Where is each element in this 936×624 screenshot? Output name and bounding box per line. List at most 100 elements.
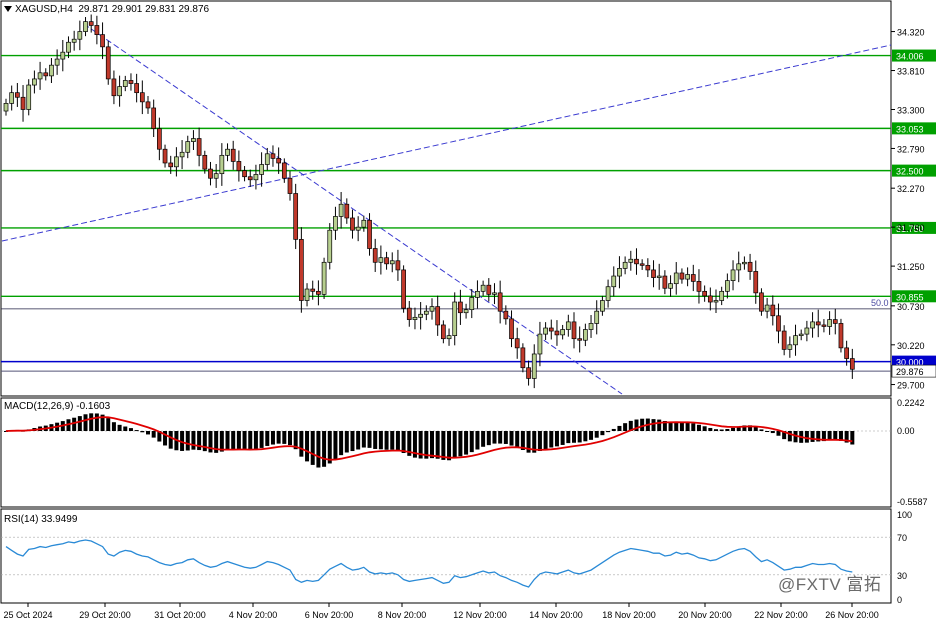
macd-bar	[94, 413, 99, 431]
macd-bar	[310, 431, 315, 465]
macd-label-value: -0.1603	[76, 401, 111, 412]
time-tick-label: 29 Oct 20:00	[79, 610, 131, 620]
candle-body	[66, 41, 71, 53]
candle-body	[88, 21, 94, 26]
candle-body	[821, 324, 827, 327]
candle-body	[185, 141, 191, 153]
macd-bar	[486, 431, 491, 446]
candle-body	[310, 288, 316, 292]
macd-bar	[503, 431, 508, 444]
macd-bar	[322, 431, 327, 467]
candle-body	[571, 321, 577, 340]
macd-bar	[350, 431, 355, 452]
candle-body	[54, 58, 60, 66]
candle-body	[276, 158, 281, 164]
macd-bar	[793, 431, 798, 443]
macd-bar	[265, 431, 270, 446]
candle-body	[202, 154, 208, 170]
candle-body	[395, 260, 401, 271]
candle-body	[844, 347, 849, 359]
level-badge	[892, 221, 936, 234]
macd-bar	[373, 431, 378, 449]
price-tick-label: 29.700	[897, 381, 925, 391]
macd-axis-label: -0.5587	[897, 497, 928, 507]
macd-bar	[759, 429, 764, 431]
macd-bar	[146, 431, 150, 435]
macd-bar	[719, 429, 724, 431]
candle-body	[747, 261, 753, 272]
candle-body	[423, 310, 429, 315]
time-tick-label: 31 Oct 20:00	[154, 610, 206, 620]
macd-bar	[572, 431, 576, 443]
macd-bar	[526, 431, 531, 453]
macd-bar	[202, 431, 207, 452]
macd-bar	[708, 427, 713, 431]
macd-bar	[498, 431, 503, 444]
rsi-axis-label: 70	[897, 533, 907, 543]
time-tick-label: 22 Nov 20:00	[754, 610, 808, 620]
macd-bar	[736, 426, 741, 431]
candle-body	[168, 162, 174, 168]
macd-bar	[424, 431, 429, 459]
candle-body	[560, 329, 565, 336]
price-tick-label: 34.320	[897, 28, 925, 38]
panel-frames	[0, 0, 892, 604]
macd-bar	[339, 431, 344, 456]
candle-body	[798, 333, 804, 336]
candle-body	[645, 265, 651, 271]
candle-body	[26, 84, 32, 110]
macd-bar	[214, 431, 219, 453]
macd-bar	[714, 429, 718, 431]
price-tick-label: 33.300	[897, 105, 925, 115]
candle-body	[634, 258, 639, 265]
candle-body	[287, 177, 293, 194]
candle-body	[236, 161, 242, 171]
macd-bar	[589, 431, 594, 440]
macd-histogram: 0.2242 0.00 -0.5587	[1, 398, 928, 507]
axes: 34.320 33.810 33.300 32.790 32.270 31.760 31.2…	[3, 28, 924, 620]
macd-bar	[367, 431, 372, 448]
candle-body	[707, 295, 713, 303]
candle-body	[321, 261, 327, 295]
candle-body	[446, 335, 452, 340]
candle-body	[83, 21, 88, 32]
collapse-triangle-icon[interactable]	[4, 6, 12, 13]
candle-body	[213, 173, 219, 179]
time-tick-label: 18 Nov 20:00	[602, 610, 656, 620]
macd-bar	[850, 431, 855, 445]
macd-bar	[225, 431, 230, 450]
macd-label-name: MACD(12,26,9)	[4, 401, 74, 412]
time-tick-label: 20 Nov 20:00	[678, 610, 732, 620]
candle-body	[588, 323, 594, 330]
candle-body	[60, 51, 66, 60]
candle-body	[628, 258, 634, 263]
macd-bar	[282, 431, 287, 444]
candle-body	[543, 327, 548, 335]
macd-bar	[106, 418, 111, 431]
time-tick-label: 6 Nov 20:00	[305, 610, 354, 620]
candle-body	[49, 64, 54, 77]
candle-body	[247, 176, 253, 181]
candle-body	[378, 257, 384, 263]
symbol-label: XAGUSD,H4	[15, 4, 73, 15]
candle-body	[299, 239, 304, 301]
macd-bar	[606, 431, 611, 433]
level-label: 31.750	[896, 224, 924, 234]
candle-body	[475, 290, 480, 298]
candle-body	[281, 162, 287, 179]
macd-bar	[651, 419, 656, 431]
rsi-line	[5, 539, 853, 588]
macd-bar	[753, 426, 758, 431]
macd-bar	[4, 431, 8, 432]
macd-bar	[134, 430, 139, 432]
macd-bar	[696, 424, 701, 431]
candle-body	[111, 78, 117, 97]
candle-body	[486, 284, 492, 295]
candle-body	[554, 330, 560, 336]
candle-body	[219, 154, 225, 175]
rsi-title: RSI(14) 33.9499	[4, 514, 78, 525]
macd-bar	[100, 414, 105, 431]
macd-bar	[333, 431, 338, 460]
macd-bar	[844, 431, 849, 443]
candle-body	[617, 268, 622, 277]
